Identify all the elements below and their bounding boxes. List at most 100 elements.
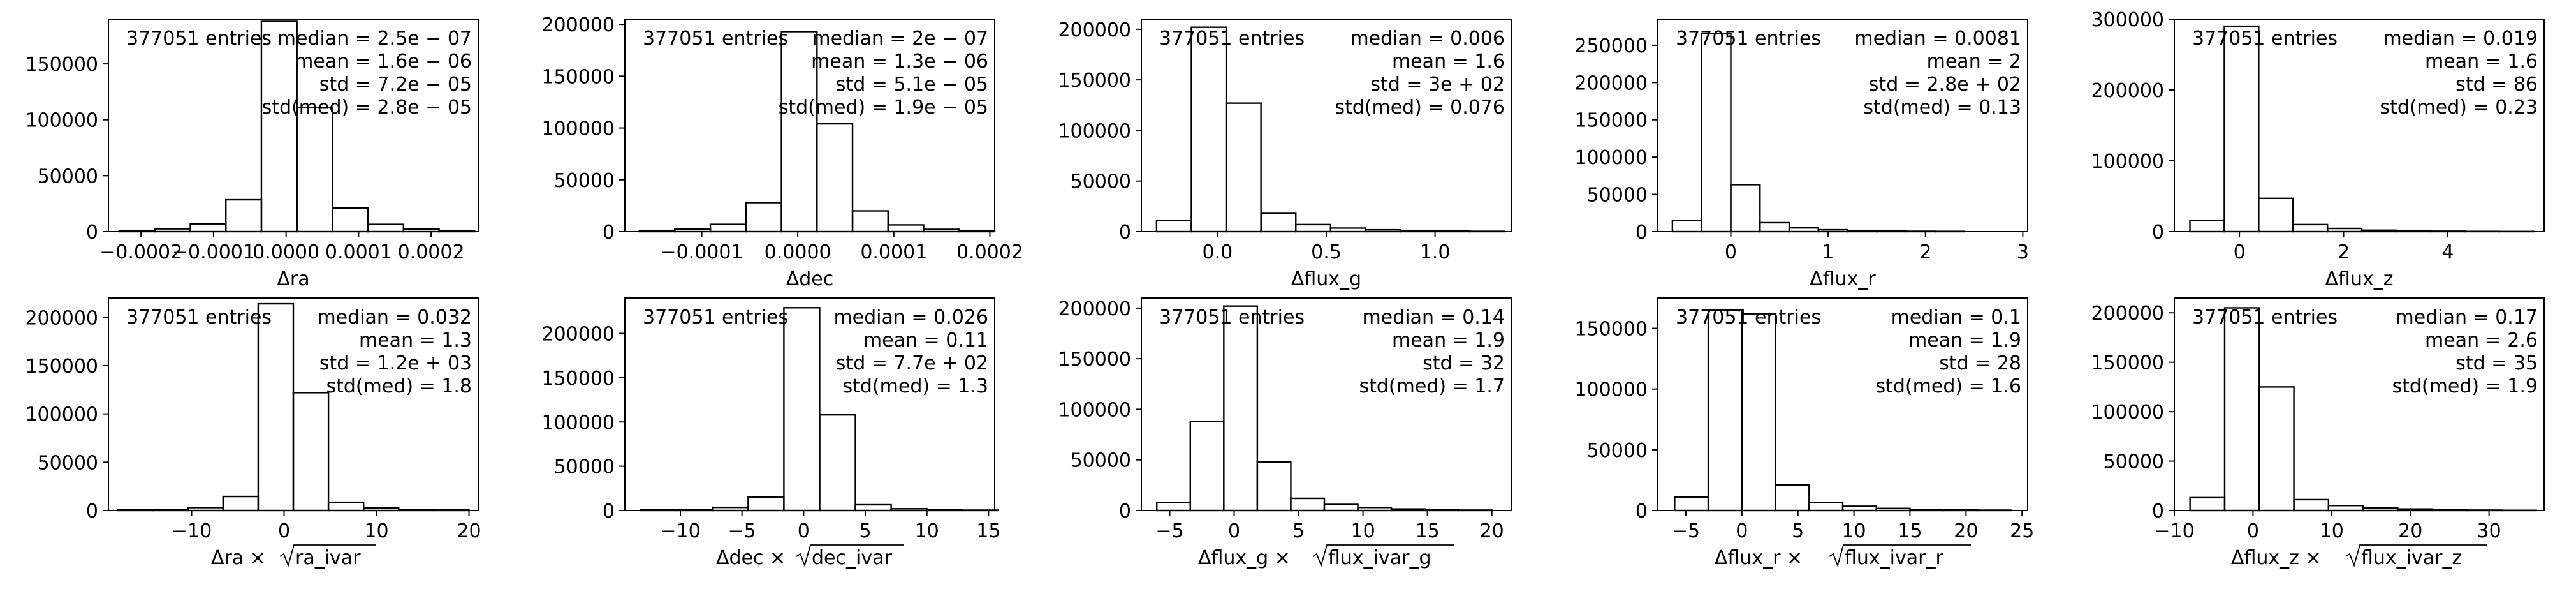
entries-annotation: 377051 entries: [126, 306, 272, 329]
y-tick-label: 0: [1636, 500, 1648, 523]
histogram-panel-8: −5 0 5 10 15 20 0 50000 100000 150000 200000 Δflux_…: [1058, 297, 1512, 569]
y-tick-label: 0: [86, 221, 98, 244]
y-tick-label: 150000: [541, 368, 615, 390]
stats-annotation-line: median = 0.1: [1891, 306, 2021, 329]
x-axis-label: Δflux_z: [2325, 268, 2394, 290]
histogram-panel-2: −0.0001 0.0000 0.0001 0.0002 0 50000 100000 150…: [541, 14, 1023, 290]
x-axis-label: Δflux_r ×: [1715, 547, 1803, 569]
x-tick-label: 2: [2338, 241, 2350, 264]
entries-annotation: 377051 entries: [643, 306, 788, 329]
sqrt-symbol-icon: [1829, 544, 1971, 567]
entries-annotation: 377051 entries: [1676, 27, 1821, 50]
histogram-bar: [1290, 497, 1326, 512]
histogram-bar: [819, 414, 856, 512]
y-tick-label: 200000: [541, 14, 615, 36]
stats-annotation-line: std(med) = 1.9e − 05: [779, 96, 988, 119]
stats-annotation-line: median = 0.019: [2383, 27, 2538, 50]
stats-annotation-line: std = 1.2e + 03: [319, 352, 472, 375]
y-tick-label: 50000: [1071, 171, 1131, 193]
x-tick-label: 20: [1954, 520, 1978, 542]
x-tick-label: −5: [1155, 520, 1183, 542]
x-tick-label: 10: [1351, 520, 1375, 542]
y-tick-label: 100000: [2091, 401, 2164, 424]
stats-annotation-line: std = 7.7e + 02: [836, 352, 988, 375]
histogram-bar: [327, 501, 365, 512]
stats-annotation-line: std(med) = 0.13: [1863, 96, 2021, 119]
histogram-panel-7: −10 −5 0 5 10 15 0 50000 100000 150000 200000 Δdec …: [541, 297, 1000, 569]
x-tick-label: 0: [1725, 241, 1737, 264]
y-tick-label: 0: [1119, 500, 1131, 523]
x-tick-label: 20: [1480, 520, 1504, 542]
histogram-bar: [2293, 498, 2330, 512]
histogram-bar: [1190, 26, 1227, 233]
entries-annotation: 377051 entries: [2192, 27, 2338, 50]
histogram-bar: [2327, 505, 2364, 512]
histogram-bar: [2258, 197, 2294, 233]
entries-annotation: 377051 entries: [643, 27, 788, 50]
x-tick-label: 0.5: [1311, 241, 1342, 264]
entries-annotation: 377051 entries: [126, 27, 272, 50]
x-axis-label: Δra ×: [211, 547, 266, 569]
histogram-bar: [332, 207, 369, 233]
stats-annotation-line: median = 0.0081: [1854, 27, 2021, 50]
histogram-bar: [2223, 307, 2260, 512]
stats-annotation-line: mean = 1.6e − 06: [295, 50, 472, 73]
y-tick-label: 50000: [1587, 184, 1648, 207]
x-tick-label: 0: [2234, 241, 2246, 264]
x-tick-label: 10: [364, 520, 388, 542]
axes-frame: [624, 19, 995, 232]
histogram-bar: [816, 123, 854, 233]
x-tick-label: 0: [1736, 520, 1748, 542]
stats-annotation-line: std(med) = 1.7: [1359, 375, 1505, 398]
y-tick-label: 300000: [2091, 9, 2164, 31]
axes-frame: [1657, 297, 2028, 511]
y-tick-label: 50000: [554, 170, 615, 192]
y-tick-label: 150000: [25, 355, 98, 378]
x-tick-label: 2: [1919, 241, 1931, 264]
y-tick-label: 100000: [1574, 147, 1648, 169]
x-tick-label: 1: [1822, 241, 1834, 264]
stats-annotation-line: std = 32: [1423, 352, 1505, 375]
stats-annotation-line: mean = 1.6: [2425, 50, 2538, 73]
x-tick-label: 10: [2320, 520, 2344, 542]
stats-annotation-line: median = 0.14: [1363, 306, 1505, 329]
y-tick-label: 50000: [2104, 451, 2164, 473]
histogram-panel-5: 0 2 4 0 100000 200000 300000 Δflux_z 377051 entr…: [2091, 9, 2545, 290]
histogram-panel-6: −10 0 10 20 0 50000 100000 150000 200000 Δra × ra…: [25, 297, 481, 569]
entries-annotation: 377051 entries: [2192, 306, 2338, 329]
histogram-bar: [1759, 221, 1790, 233]
x-axis-label-radicand: flux_ivar_z: [2361, 547, 2462, 569]
x-tick-label: −0.0001: [172, 241, 255, 264]
x-axis-label: Δra: [277, 268, 309, 290]
histogram-bar: [854, 503, 892, 512]
y-tick-label: 50000: [38, 165, 98, 188]
histogram-bar: [2258, 386, 2295, 512]
x-tick-label: 0: [2247, 520, 2259, 542]
x-axis-label-radicand: ra_ivar: [295, 547, 361, 569]
histogram-bar: [292, 392, 330, 512]
histogram-panel-4: 0 1 2 3 0 50000 100000 150000 200000 250000 Δflux_…: [1574, 19, 2029, 290]
y-tick-label: 150000: [541, 66, 615, 88]
stats-annotation-line: median = 0.032: [317, 306, 472, 329]
y-tick-label: 200000: [25, 307, 98, 329]
histogram-bar: [851, 210, 889, 233]
axes-frame: [1657, 19, 2028, 232]
y-tick-label: 50000: [1587, 440, 1648, 462]
y-tick-label: 100000: [541, 118, 615, 140]
y-tick-label: 150000: [1058, 70, 1131, 92]
y-tick-label: 0: [1119, 221, 1131, 244]
histogram-bar: [1323, 503, 1359, 512]
stats-annotation-line: std(med) = 0.076: [1335, 96, 1505, 119]
stats-annotation-line: mean = 1.9: [1392, 329, 1505, 352]
y-tick-label: 100000: [1058, 399, 1131, 421]
x-tick-label: −10: [2154, 520, 2194, 542]
histogram-bar: [1256, 461, 1292, 512]
axes-frame: [2174, 297, 2545, 511]
stats-annotation-line: std(med) = 1.6: [1876, 375, 2022, 398]
histogram-bar: [1775, 484, 1810, 512]
y-tick-label: 100000: [25, 110, 98, 132]
histogram-bar: [747, 496, 785, 512]
y-tick-label: 150000: [1574, 110, 1648, 132]
